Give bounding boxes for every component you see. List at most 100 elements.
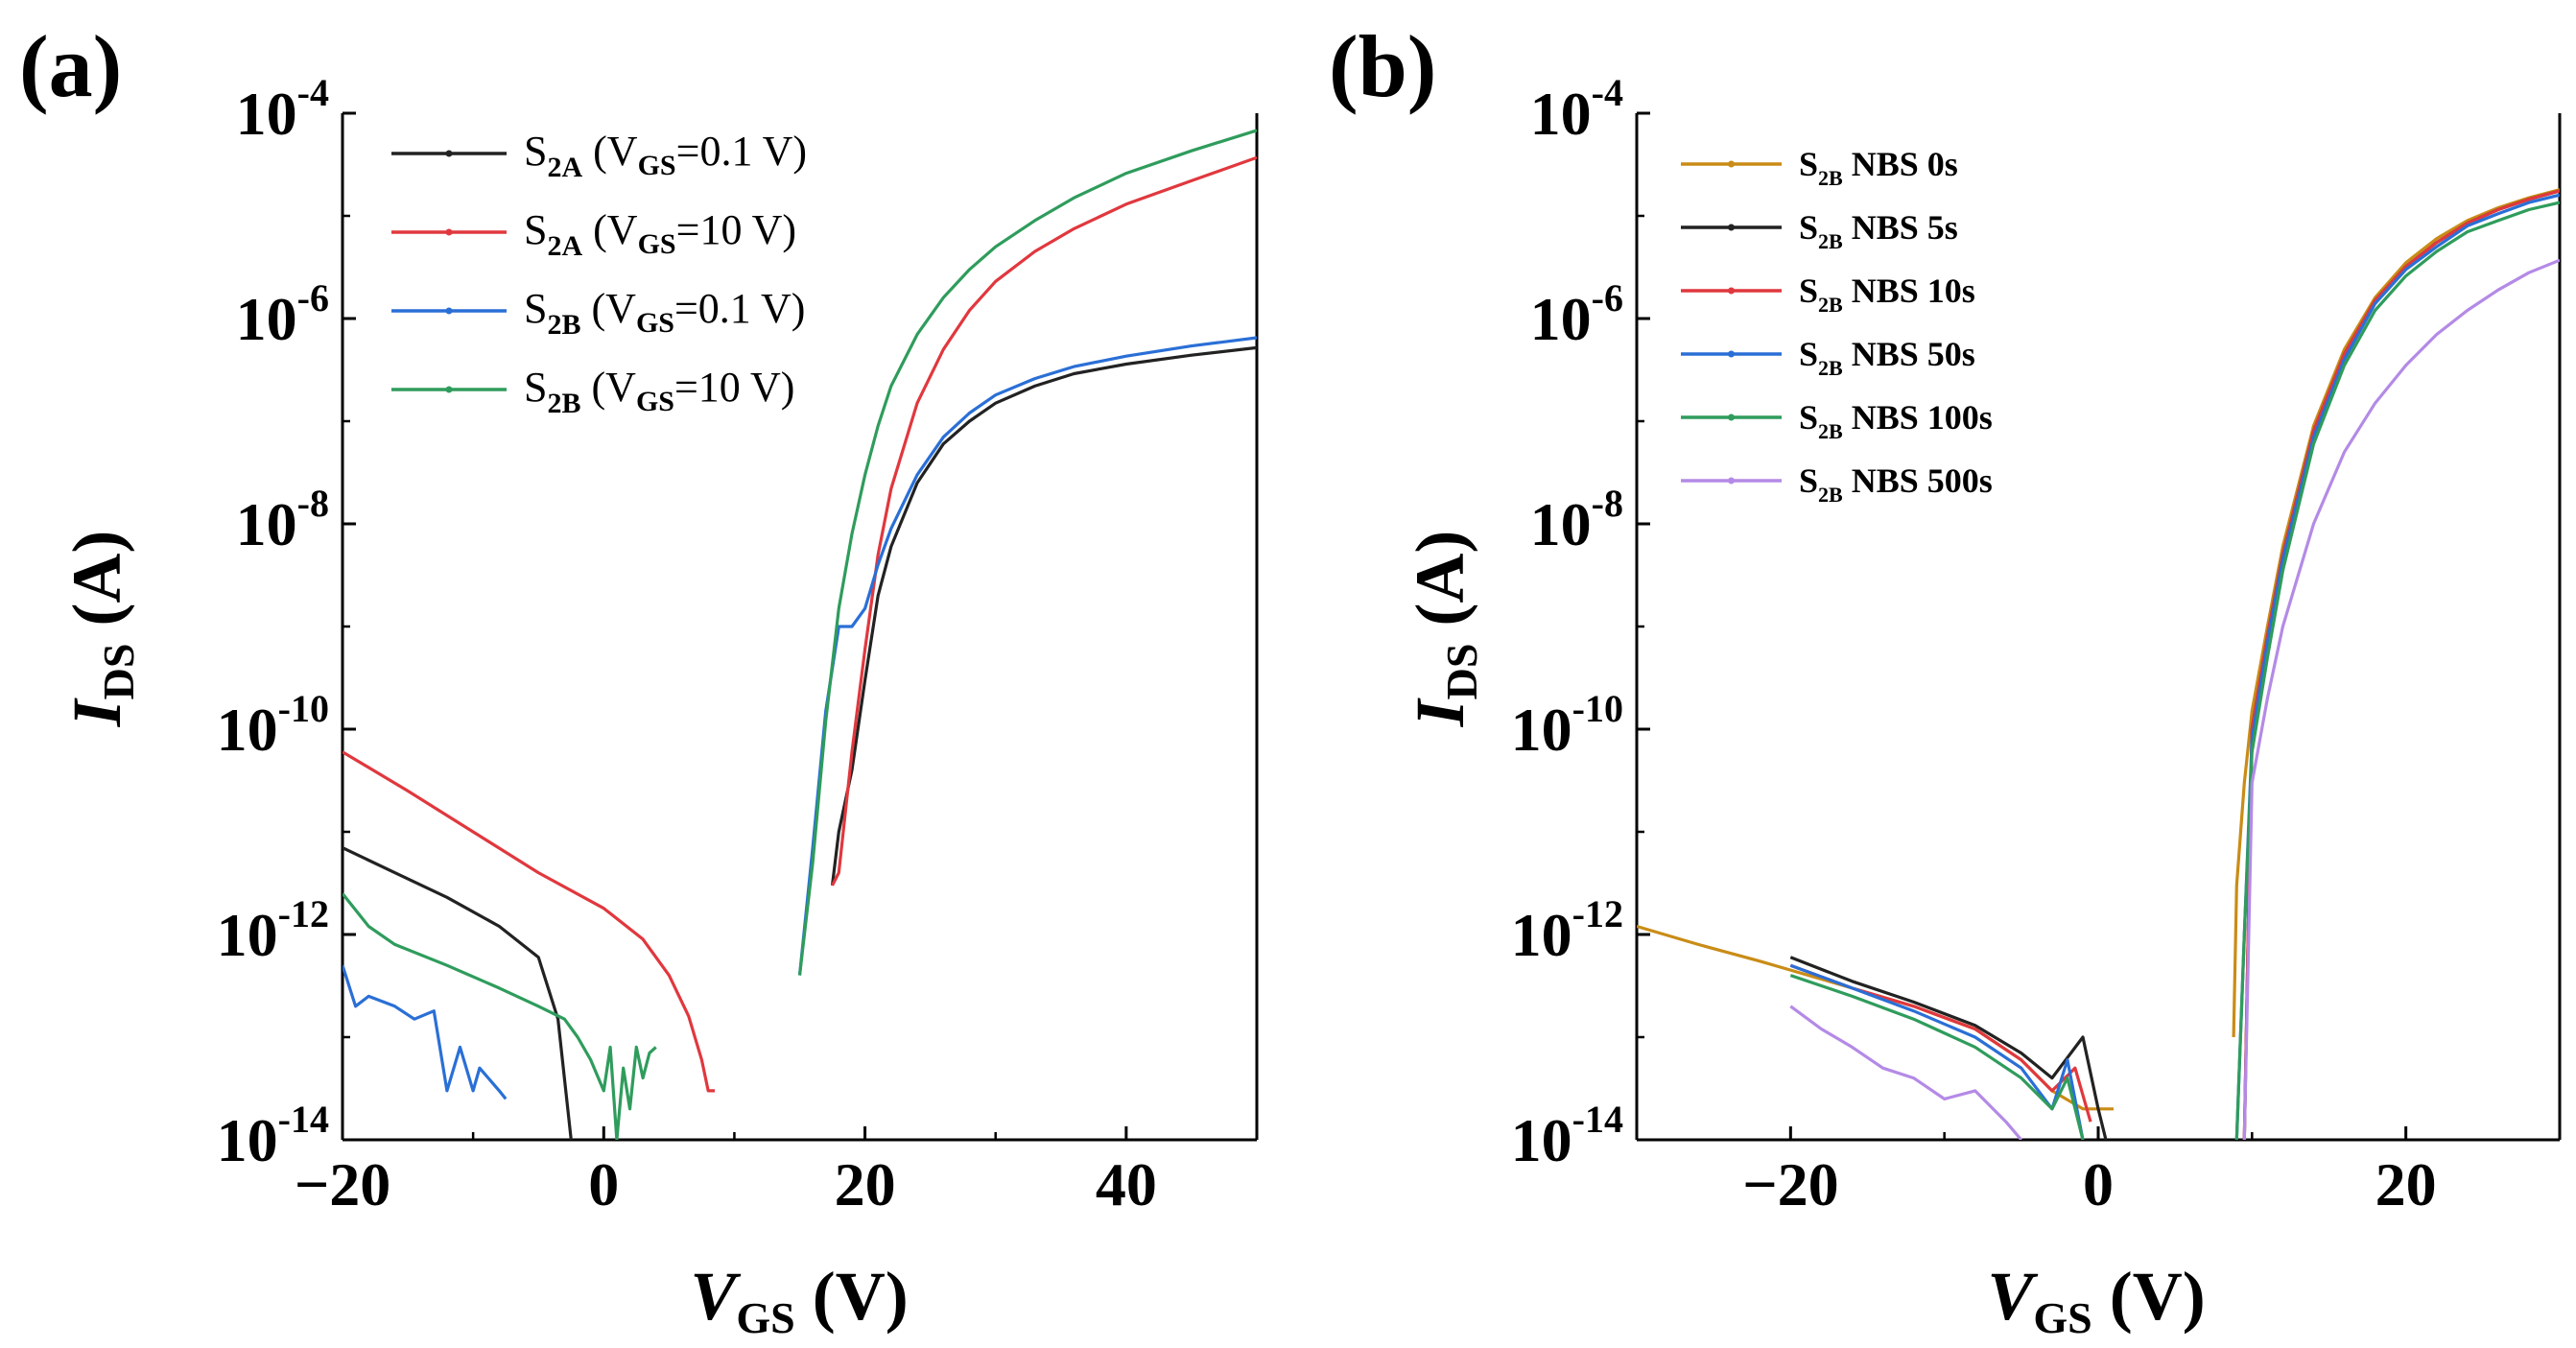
x-tick-label: −20: [295, 1150, 390, 1218]
y-tick-base: 10: [236, 80, 297, 148]
y-axis-label-symbol: I: [59, 697, 135, 727]
x-axis-label-symbol: V: [1987, 1258, 2038, 1335]
legend-marker: [1728, 350, 1735, 358]
legend-entry: S2B NBS 0s: [1799, 145, 1958, 190]
y-tick-exponent: -10: [278, 687, 329, 730]
series-green-off-curve: [1789, 974, 2085, 1140]
series-blue-off-curve: [1789, 963, 2085, 1140]
x-tick-label: 20: [835, 1150, 896, 1218]
series-green-on-curve: [2234, 201, 2560, 1140]
series-purple-on-curve: [2242, 258, 2560, 1140]
y-tick-label: 10-8: [236, 482, 329, 558]
series-black-on-curve: [830, 345, 1257, 887]
y-tick-exponent: -10: [1572, 687, 1623, 730]
x-axis-label-unit: (V): [795, 1258, 909, 1335]
y-tick-label: 10-10: [217, 687, 329, 764]
y-tick-base: 10: [1511, 901, 1572, 969]
legend-name: S: [524, 128, 547, 175]
y-tick-base: 10: [217, 696, 278, 764]
y-tick-label: 10-6: [236, 276, 329, 353]
y-tick-label: 10-6: [1530, 276, 1623, 353]
series-black-off-curve: [1789, 956, 2108, 1140]
y-tick-exponent: -12: [1572, 892, 1623, 935]
series-red-on-curve: [831, 155, 1257, 887]
y-tick-label: 10-4: [1530, 71, 1623, 148]
panel-label: (b): [1329, 17, 1436, 115]
legend-name-tail: =0.1 V): [676, 128, 807, 175]
legend-entry: S2B NBS 50s: [1799, 335, 1975, 380]
y-tick-label: 10-14: [217, 1098, 329, 1174]
legend-name-subscript: 2B: [1818, 166, 1843, 190]
y-tick-base: 10: [1530, 285, 1592, 353]
legend-name: S: [1799, 145, 1818, 183]
plot-area: [343, 129, 1257, 1140]
y-tick-exponent: -14: [1572, 1098, 1623, 1141]
legend-entry: S2B (VGS=10 V): [524, 364, 794, 419]
legend-name-tail: =0.1 V): [674, 285, 805, 332]
y-tick-exponent: -6: [1592, 276, 1623, 319]
x-tick-label: 20: [2375, 1150, 2437, 1218]
series-blue-on-curve: [2234, 193, 2560, 1140]
series-purple-off-curve: [1789, 1005, 2023, 1140]
legend-name-rest: (V: [582, 128, 638, 175]
series-black-on-curve: [2242, 189, 2560, 1140]
legend-entry: S2B NBS 10s: [1799, 272, 1975, 317]
legend-entry: S2A (VGS=0.1 V): [524, 128, 807, 183]
legend-name: S: [1799, 272, 1818, 310]
y-tick-base: 10: [1530, 490, 1592, 558]
legend-name-tail: NBS 5s: [1843, 208, 1958, 247]
y-tick-base: 10: [236, 285, 297, 353]
y-tick-exponent: -8: [297, 482, 329, 525]
legend-marker: [445, 150, 453, 157]
legend-name: S: [524, 206, 547, 253]
y-tick-base: 10: [1511, 696, 1572, 764]
legend-name: S: [1799, 398, 1818, 437]
y-tick-label: 10-12: [1511, 892, 1623, 969]
legend-marker: [1728, 477, 1735, 485]
legend-marker: [445, 307, 453, 315]
legend-name: S: [1799, 335, 1818, 373]
x-axis-label-symbol: V: [690, 1258, 741, 1335]
legend-marker: [445, 228, 453, 236]
legend-name: S: [1799, 461, 1818, 500]
legend-entry: S2B (VGS=0.1 V): [524, 285, 805, 341]
legend-name-tail: NBS 100s: [1843, 398, 1993, 437]
y-axis-label-subscript: DS: [94, 644, 143, 700]
series-green-off-curve: [343, 892, 657, 1140]
y-tick-label: 10-4: [236, 71, 329, 148]
y-axis-label-unit: (A): [1402, 531, 1478, 644]
y-tick-label: 10-8: [1530, 482, 1623, 558]
legend-name-subscript: 2A: [547, 152, 582, 183]
x-axis-label-unit: (V): [2092, 1258, 2206, 1335]
series-black-off-curve: [343, 846, 573, 1140]
y-tick-base: 10: [1511, 1106, 1572, 1174]
legend-name-tail: NBS 500s: [1843, 461, 1993, 500]
x-tick-label: 40: [1096, 1150, 1157, 1218]
y-tick-exponent: -4: [1592, 71, 1623, 114]
legend-name-subscript-2: GS: [636, 386, 674, 417]
y-tick-base: 10: [217, 1106, 278, 1174]
legend-entry: S2B NBS 500s: [1799, 461, 1993, 507]
legend-marker: [1728, 414, 1735, 421]
legend-marker: [1728, 160, 1735, 168]
series-red-on-curve: [2242, 189, 2560, 1140]
legend-name: S: [1799, 208, 1818, 247]
y-tick-label: 10-14: [1511, 1098, 1623, 1174]
series-blue-off-curve: [343, 964, 508, 1100]
legend-name-tail: =10 V): [674, 364, 794, 411]
y-tick-base: 10: [1530, 80, 1592, 148]
legend-entry: S2B NBS 5s: [1799, 208, 1958, 253]
x-axis-label: VGS (V): [690, 1258, 908, 1342]
legend-marker: [445, 386, 453, 393]
y-tick-base: 10: [217, 901, 278, 969]
x-tick-label: 0: [588, 1150, 619, 1218]
legend-name-tail: NBS 0s: [1843, 145, 1958, 183]
legend-name-tail: NBS 50s: [1843, 335, 1975, 373]
legend-name: S: [524, 285, 547, 332]
legend-entry: S2A (VGS=10 V): [524, 206, 796, 262]
panel-label: (a): [19, 17, 122, 115]
legend-name-tail: =10 V): [676, 206, 796, 253]
legend-name-rest: (V: [582, 206, 638, 253]
